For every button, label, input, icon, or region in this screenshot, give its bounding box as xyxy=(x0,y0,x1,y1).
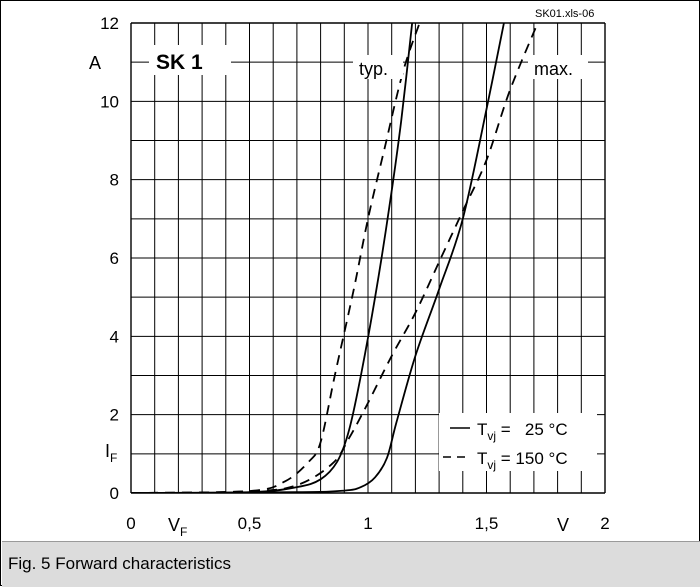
legend-dashed-T: T xyxy=(477,449,487,468)
y-tick-label: 12 xyxy=(100,14,119,33)
legend-dashed-sub: vj xyxy=(487,458,496,472)
legend-solid-sub: vj xyxy=(487,429,496,443)
max-tag-box xyxy=(528,55,588,79)
legend: Tvj = 25 °C Tvj = 150 °C xyxy=(439,413,597,472)
curves xyxy=(131,23,539,493)
x-unit-label: V xyxy=(557,515,569,535)
legend-solid-T: T xyxy=(477,420,487,439)
y-tick-label: 2 xyxy=(110,406,119,425)
series-line-typ-dashed xyxy=(131,23,421,493)
legend-entry-solid: Tvj = 25 °C xyxy=(477,420,568,443)
series-line-max-dashed xyxy=(131,23,539,493)
x-symbol-main: V xyxy=(168,515,180,535)
x-tick-label: 0,5 xyxy=(238,514,262,533)
y-tick-label: 0 xyxy=(110,484,119,503)
x-tick-label: 1 xyxy=(363,514,372,533)
y-tick-label: 6 xyxy=(110,249,119,268)
x-symbol-label: VF xyxy=(168,515,187,539)
x-tick-label: 2 xyxy=(600,514,609,533)
x-symbol-sub: F xyxy=(180,525,187,539)
typ-tag-box xyxy=(353,55,403,79)
typ-tag: typ. xyxy=(359,59,388,79)
panel-label: SK 1 xyxy=(156,51,203,74)
series-line-typ-solid xyxy=(131,23,414,493)
legend-entry-dashed: Tvj = 150 °C xyxy=(477,449,568,472)
y-tick-label: 8 xyxy=(110,171,119,190)
legend-dashed-rest: = 150 °C xyxy=(496,449,568,468)
legend-solid-rest: = 25 °C xyxy=(496,420,568,439)
tick-labels: 0 2 4 6 8 10 12 0 0,5 1 1,5 2 xyxy=(100,14,610,533)
max-tag: max. xyxy=(534,59,573,79)
y-symbol-label: IF xyxy=(105,441,117,465)
x-tick-label: 1,5 xyxy=(475,514,499,533)
y-tick-label: 4 xyxy=(110,327,119,346)
caption-bar: Fig. 5 Forward characteristics xyxy=(2,541,700,587)
labels: SK01.xls-06 SK 1 typ. max. A IF VF V Tvj… xyxy=(89,8,597,539)
source-label: SK01.xls-06 xyxy=(535,8,594,20)
figure-caption: Fig. 5 Forward characteristics xyxy=(8,554,231,573)
y-tick-label: 10 xyxy=(100,92,119,111)
chart-svg: SK01.xls-06 SK 1 typ. max. A IF VF V Tvj… xyxy=(89,8,610,539)
y-unit-label: A xyxy=(89,53,101,73)
series-line-max-solid xyxy=(131,23,505,493)
y-symbol-sub: F xyxy=(110,451,117,465)
x-tick-label: 0 xyxy=(126,514,135,533)
y-symbol-main: I xyxy=(105,441,110,461)
panel-label-box xyxy=(149,45,231,75)
legend-box xyxy=(439,413,597,471)
